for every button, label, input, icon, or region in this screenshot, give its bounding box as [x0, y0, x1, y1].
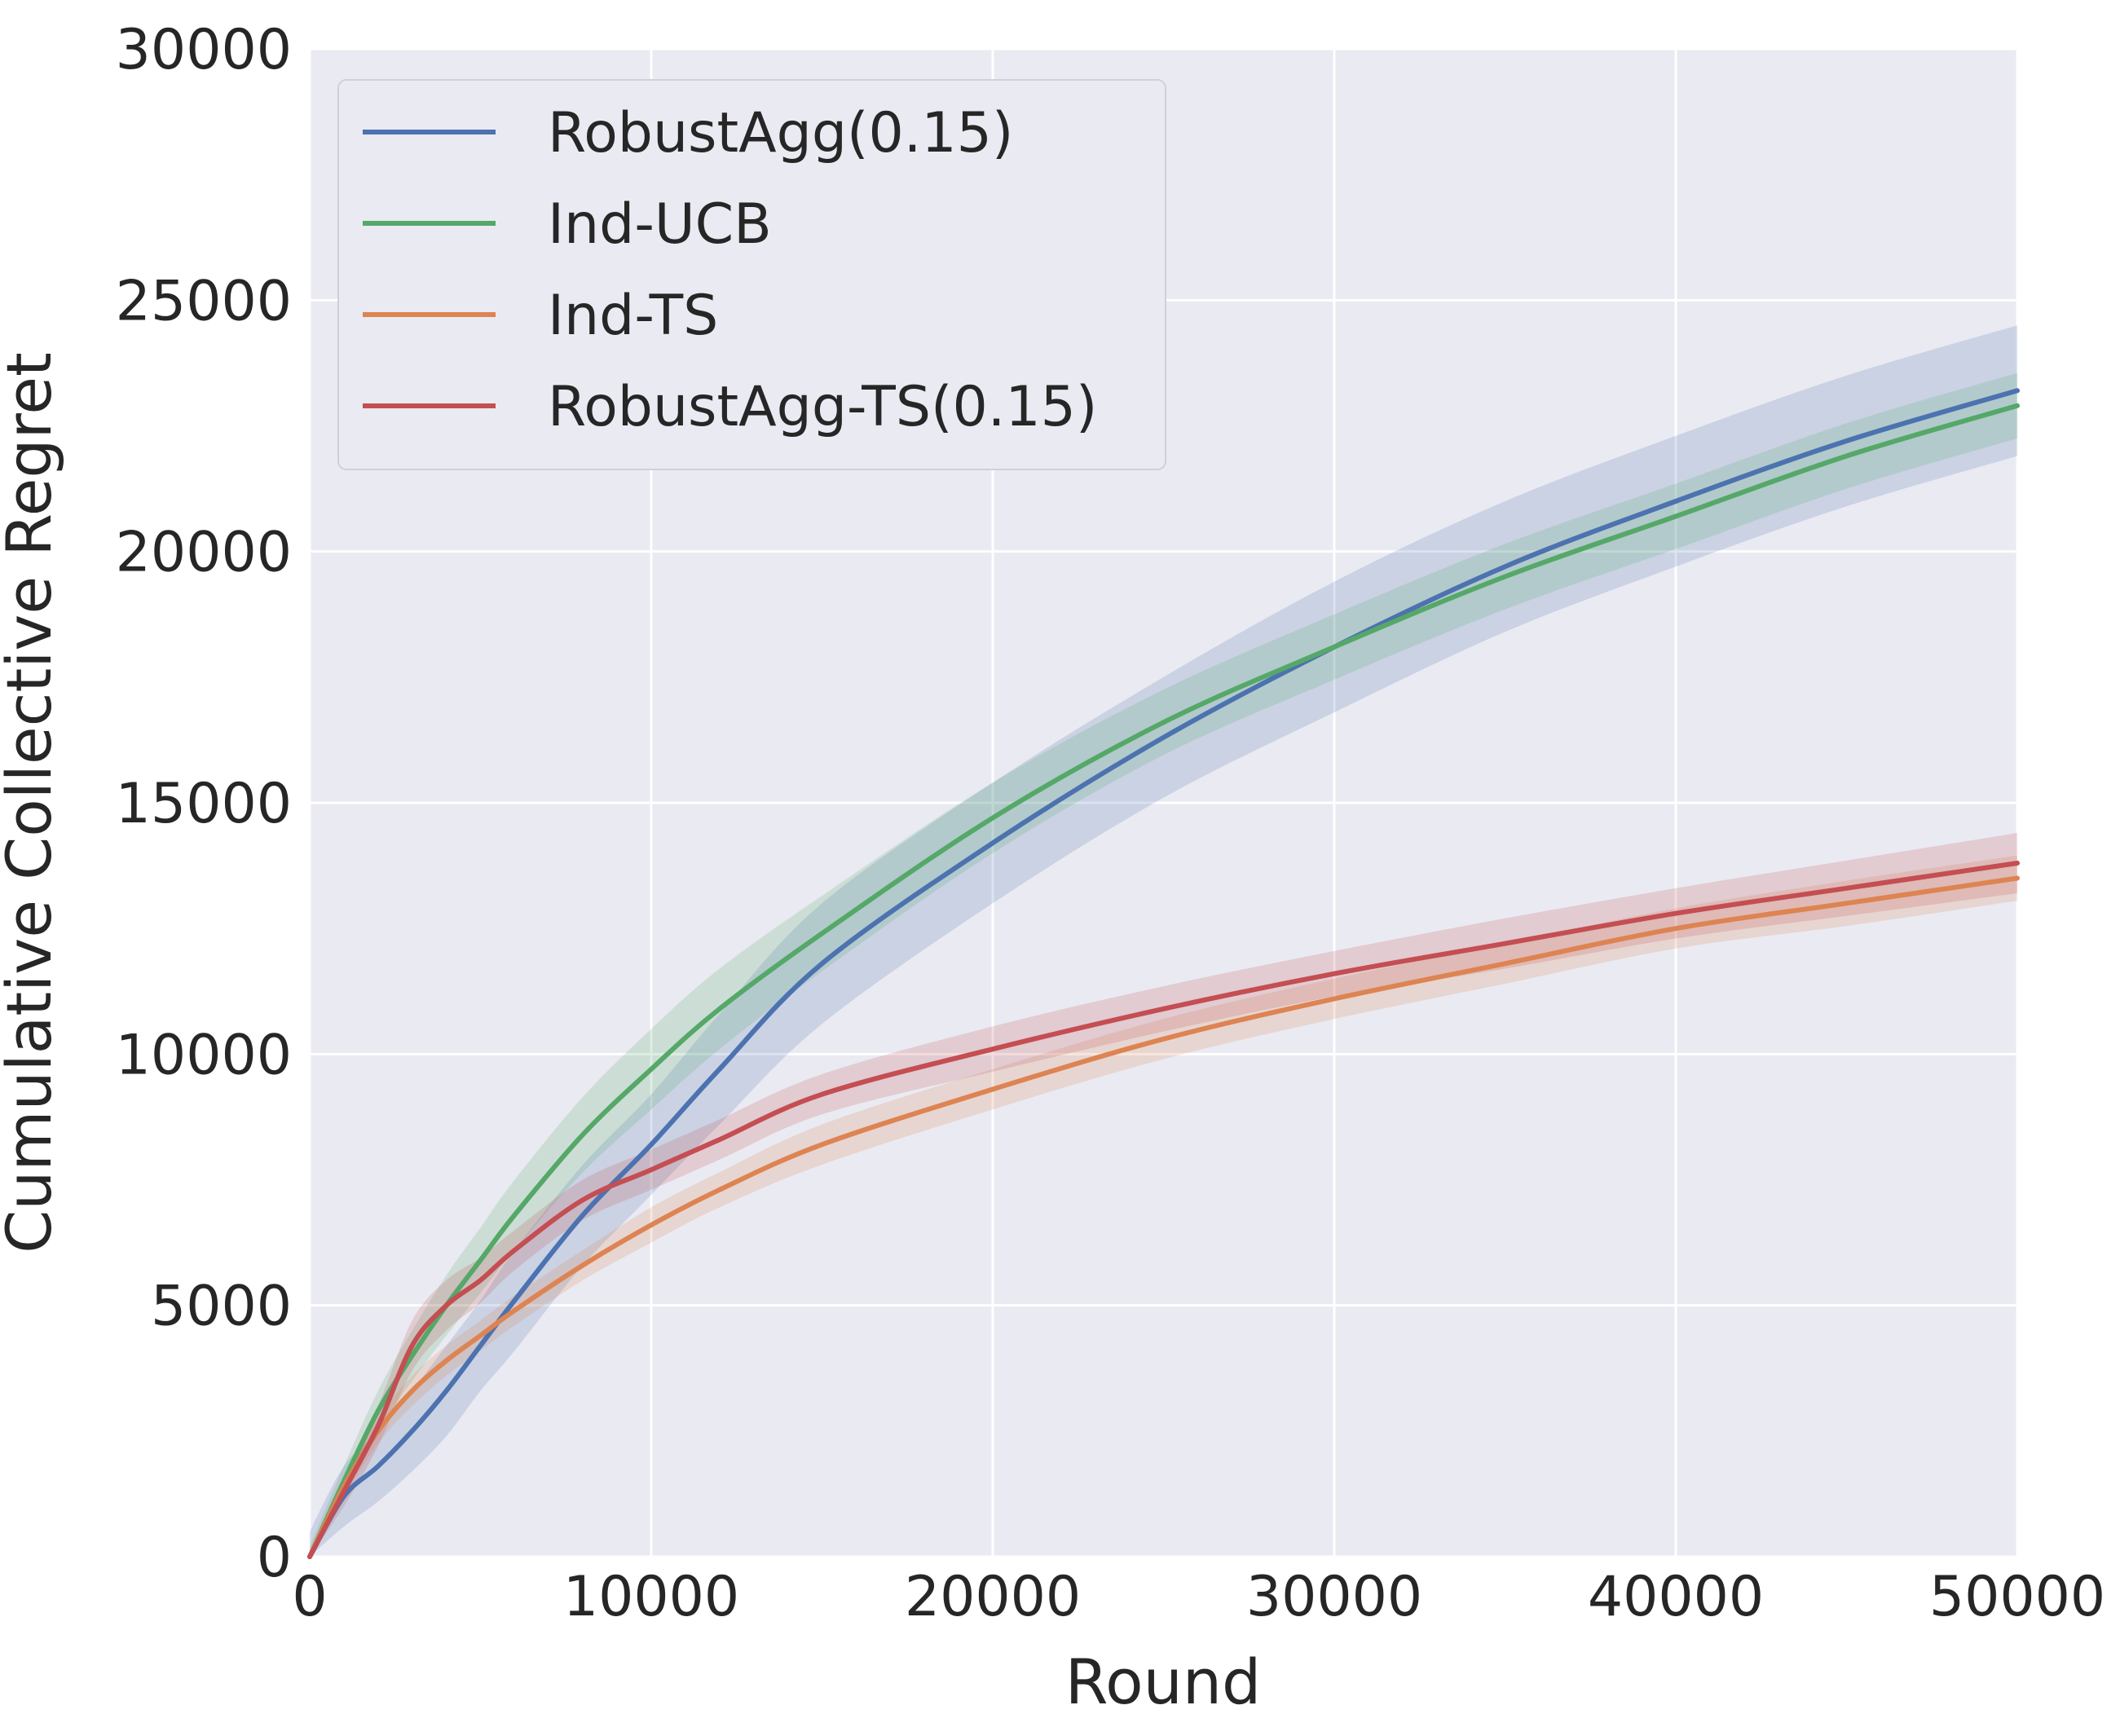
y-tick-label: 10000	[116, 1023, 292, 1087]
robustagg-ts-0-15-legend-label: RobustAgg-TS(0.15)	[548, 375, 1097, 439]
robustagg-0-15-legend-label: RobustAgg(0.15)	[548, 101, 1013, 165]
x-tick-label: 0	[292, 1565, 327, 1629]
ind-ts-line	[307, 875, 2020, 1559]
ind-ts-band	[310, 855, 2017, 1557]
y-tick-labels: 0 5000 10000 15000 20000 25000 30000	[116, 18, 292, 1590]
ind-ts-legend-label: Ind-TS	[548, 284, 718, 348]
x-tick-label: 50000	[1929, 1565, 2105, 1629]
y-tick-label: 30000	[116, 18, 292, 82]
ind-ucb-legend-label: Ind-UCB	[548, 192, 772, 257]
robustagg-0-15-band	[310, 325, 2017, 1558]
x-tick-label: 10000	[563, 1565, 739, 1629]
robustagg-0-15-line	[307, 388, 2020, 1559]
legend-box	[337, 79, 1166, 470]
ind-ucb-line	[307, 403, 2020, 1559]
y-tick-label: 0	[257, 1526, 292, 1590]
y-tick-label: 20000	[116, 521, 292, 585]
robustagg-ts-0-15-line	[307, 861, 2020, 1559]
series-lines	[307, 388, 2020, 1559]
x-tick-label: 30000	[1246, 1565, 1422, 1629]
legend: RobustAgg(0.15) Ind-UCB Ind-TS RobustAgg-TS…	[337, 79, 1166, 470]
y-tick-label: 15000	[116, 772, 292, 836]
y-axis-title: Cumulative Collective Regret	[0, 352, 65, 1254]
x-tick-label: 40000	[1588, 1565, 1764, 1629]
y-tick-label: 25000	[116, 269, 292, 333]
x-tick-labels: 0 10000 20000 30000 40000 50000	[292, 1565, 2105, 1629]
x-tick-label: 20000	[905, 1565, 1081, 1629]
x-axis-title: Round	[1065, 1646, 1261, 1718]
y-tick-label: 5000	[151, 1275, 292, 1339]
